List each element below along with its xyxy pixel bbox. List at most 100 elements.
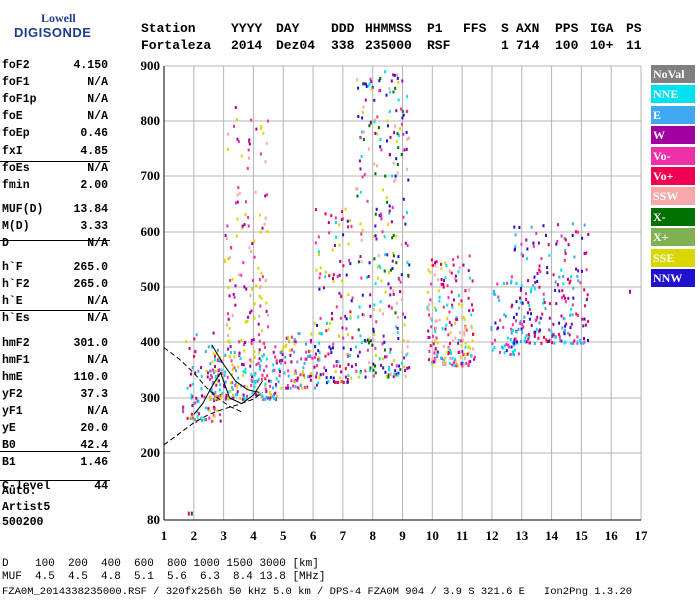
- echo-point: [543, 300, 546, 304]
- echo-point: [231, 363, 234, 367]
- echo-point: [382, 188, 384, 192]
- param-separator: [0, 161, 110, 162]
- echo-point: [316, 383, 318, 387]
- echo-point: [224, 380, 227, 384]
- echo-point: [376, 265, 379, 269]
- echo-point: [429, 270, 432, 274]
- echo-point: [513, 247, 516, 251]
- echo-point: [428, 350, 431, 353]
- param-value: N/A: [87, 161, 108, 175]
- echo-point: [403, 356, 406, 360]
- echo-point: [533, 330, 536, 334]
- param-value: 265.0: [73, 261, 108, 275]
- echo-point: [522, 254, 525, 258]
- echo-point: [438, 295, 441, 299]
- echo-point: [388, 368, 391, 372]
- echo-point: [340, 218, 343, 222]
- echo-point: [402, 113, 405, 117]
- echo-point: [355, 187, 358, 191]
- echo-point: [396, 326, 399, 330]
- param-value: N/A: [87, 76, 108, 90]
- echo-point: [186, 416, 189, 420]
- echo-point: [193, 337, 196, 341]
- echo-point: [346, 219, 349, 223]
- echo-point: [212, 397, 215, 401]
- echo-point: [317, 250, 320, 254]
- echo-point: [214, 375, 217, 378]
- echo-point: [327, 221, 330, 225]
- echo-point: [218, 379, 220, 383]
- echo-point: [215, 394, 218, 398]
- echo-point: [315, 373, 318, 377]
- logo-lowell-text: Lowell: [41, 11, 76, 25]
- echo-point: [331, 317, 334, 321]
- param-value: N/A: [87, 404, 108, 418]
- echo-point: [533, 342, 536, 345]
- echo-point: [246, 394, 248, 398]
- echo-point: [441, 327, 444, 331]
- echo-point: [374, 364, 376, 368]
- echo-point: [210, 419, 213, 423]
- echo-point: [289, 353, 292, 357]
- echo-point: [246, 166, 249, 170]
- echo-point: [527, 337, 530, 341]
- echo-point: [433, 349, 436, 352]
- echo-point: [245, 200, 247, 204]
- echo-point: [376, 164, 378, 168]
- echo-point: [384, 70, 387, 74]
- echo-point: [361, 293, 364, 297]
- echo-point: [191, 404, 194, 407]
- echo-point: [442, 362, 445, 365]
- echo-point: [361, 228, 364, 232]
- echo-point: [401, 79, 404, 83]
- echo-point: [445, 323, 448, 327]
- echo-point: [349, 310, 352, 314]
- echo-point: [318, 351, 321, 354]
- echo-point: [201, 394, 203, 398]
- echo-point: [392, 251, 395, 255]
- echo-point: [332, 273, 335, 277]
- echo-point: [554, 335, 557, 339]
- echo-point: [457, 270, 460, 274]
- echo-point: [231, 386, 234, 389]
- echo-point: [243, 285, 246, 289]
- echo-point: [543, 297, 545, 301]
- echo-point: [332, 277, 334, 280]
- echo-point: [389, 350, 392, 354]
- echo-point: [401, 109, 404, 113]
- echo-point: [395, 261, 398, 265]
- echo-point: [350, 299, 353, 303]
- echo-point: [499, 350, 502, 354]
- echo-point: [579, 341, 582, 345]
- echo-point: [284, 344, 287, 348]
- echo-point: [372, 235, 375, 238]
- echo-point: [317, 356, 320, 360]
- echo-point: [240, 154, 243, 158]
- echo-point: [435, 336, 438, 340]
- echo-point: [341, 380, 344, 384]
- param-name: h`F2: [2, 278, 30, 292]
- echo-point: [464, 345, 467, 349]
- echo-point: [214, 354, 216, 358]
- echo-point: [232, 292, 235, 296]
- echo-point: [243, 343, 246, 346]
- echo-point: [334, 244, 336, 247]
- echo-point: [332, 346, 334, 350]
- echo-point: [194, 371, 197, 375]
- echo-point: [250, 250, 253, 253]
- echo-point: [346, 380, 349, 384]
- echo-point: [532, 244, 535, 248]
- header-value: 11: [626, 38, 642, 53]
- echo-point: [338, 243, 341, 247]
- header-label: Station: [141, 21, 196, 36]
- echo-point: [274, 345, 277, 349]
- echo-point: [460, 339, 463, 343]
- echo-point: [310, 340, 312, 344]
- x-tick-label: 6: [310, 528, 317, 543]
- echo-point: [375, 207, 378, 211]
- chart-axes: 1 2 3 4 5 6 7 8 9 10 11 12 13 14 15 16 17900800700600500…: [141, 58, 649, 543]
- echo-point: [356, 194, 359, 198]
- echo-point: [265, 309, 268, 313]
- echo-point: [212, 405, 215, 409]
- echo-point: [299, 373, 302, 377]
